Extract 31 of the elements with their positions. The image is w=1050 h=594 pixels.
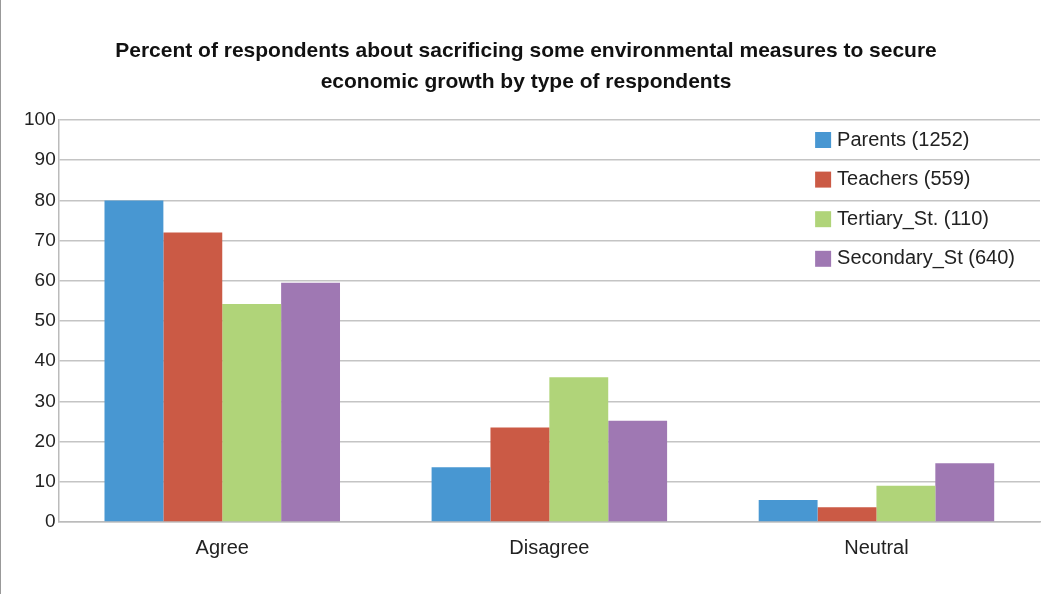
x-tick-label: Disagree bbox=[509, 535, 590, 558]
y-tick-label: 20 bbox=[34, 429, 56, 451]
legend-label: Parents (1252) bbox=[837, 127, 970, 150]
bar bbox=[222, 304, 282, 522]
bar bbox=[608, 420, 668, 522]
bar bbox=[758, 499, 818, 522]
y-tick-label: 60 bbox=[34, 269, 56, 291]
y-tick-label: 40 bbox=[34, 349, 56, 371]
y-tick-label: 30 bbox=[34, 389, 56, 411]
bar bbox=[935, 463, 995, 522]
bar bbox=[490, 427, 550, 522]
y-tick-label: 0 bbox=[45, 510, 56, 532]
bar bbox=[104, 200, 164, 522]
bar bbox=[431, 467, 491, 522]
legend-label: Teachers (559) bbox=[837, 167, 971, 190]
x-tick-label: Agree bbox=[195, 535, 249, 558]
bar bbox=[876, 485, 936, 522]
legend-label: Secondary_St (640) bbox=[837, 246, 1016, 270]
y-tick-label: 100 bbox=[24, 108, 56, 130]
y-tick-label: 50 bbox=[34, 309, 56, 331]
y-tick-label: 90 bbox=[34, 148, 56, 170]
y-tick-label: 70 bbox=[34, 228, 56, 250]
x-tick-label: Neutral bbox=[844, 535, 909, 558]
chart-title: Percent of respondents about sacrificing some environmental measures to secure economic growth by type of respondents bbox=[114, 37, 938, 94]
bar bbox=[281, 282, 341, 522]
bar bbox=[817, 507, 877, 522]
y-tick-label: 10 bbox=[34, 470, 56, 492]
bar bbox=[549, 377, 609, 522]
y-tick-label: 80 bbox=[34, 188, 56, 210]
bar bbox=[163, 232, 223, 522]
legend-label: Tertiary_St. (110) bbox=[837, 206, 990, 230]
